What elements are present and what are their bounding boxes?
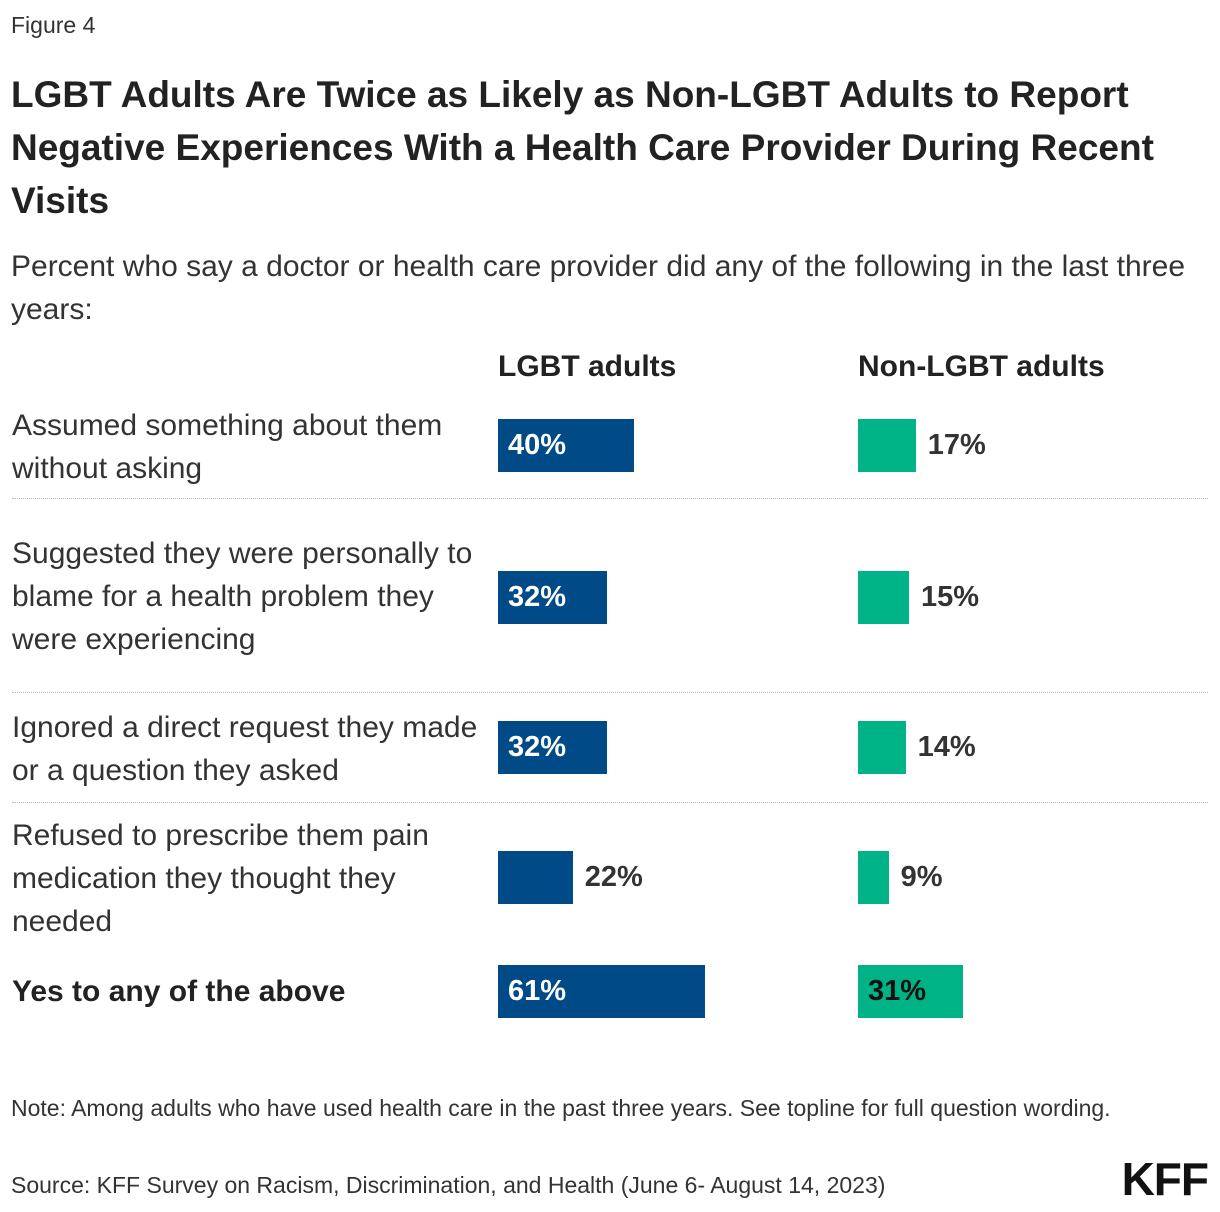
chart-source: Source: KFF Survey on Racism, Discrimina… [11, 1172, 886, 1198]
row-divider-2 [12, 692, 1208, 693]
bar-non-lgbt-3 [858, 721, 906, 774]
data-label-non-lgbt-3: 14% [917, 731, 976, 763]
row-label-1: Assumed something about them without ask… [12, 409, 443, 485]
row-label-5: Yes to any of the above [12, 975, 346, 1008]
figure-label: Figure 4 [11, 12, 96, 38]
chart-note: Note: Among adults who have used health … [11, 1095, 1111, 1121]
data-label-lgbt-3: 32% [508, 731, 567, 763]
column-header-non-lgbt: Non-LGBT adults [858, 350, 1105, 383]
bar-non-lgbt-4 [858, 851, 889, 904]
row-divider-1 [12, 498, 1208, 499]
kff-logo: KFF [1121, 1153, 1209, 1205]
bar-non-lgbt-2 [858, 571, 909, 624]
bar-lgbt-4 [498, 851, 573, 904]
data-label-non-lgbt-4: 9% [900, 861, 943, 893]
bar-lgbt-2 [498, 571, 607, 624]
data-label-non-lgbt-5: 31% [868, 975, 927, 1007]
data-label-lgbt-2: 32% [508, 581, 567, 613]
bar-non-lgbt-5 [858, 965, 964, 1018]
bar-lgbt-1 [498, 419, 634, 472]
data-label-lgbt-4: 22% [584, 861, 643, 893]
row-label-4: Refused to prescribe them pain medicatio… [12, 819, 429, 938]
row-divider-3 [12, 802, 1208, 803]
data-label-non-lgbt-2: 15% [921, 581, 980, 613]
row-label-2: Suggested they were personally to blame … [12, 536, 473, 656]
column-header-lgbt: LGBT adults [498, 350, 677, 383]
bar-non-lgbt-1 [858, 419, 916, 472]
bar-lgbt-5 [498, 965, 706, 1018]
data-label-non-lgbt-1: 17% [927, 429, 986, 461]
data-label-lgbt-1: 40% [508, 429, 567, 461]
bar-lgbt-3 [498, 721, 607, 774]
data-label-lgbt-5: 61% [508, 975, 567, 1007]
chart-title: LGBT Adults Are Twice as Likely as Non-L… [11, 74, 1154, 221]
row-label-3: Ignored a direct request they made or a … [12, 711, 478, 787]
chart-subtitle: Percent who say a doctor or health care … [11, 250, 1185, 326]
